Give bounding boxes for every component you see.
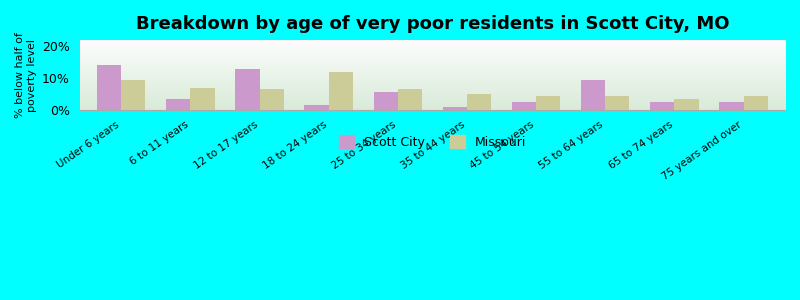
Bar (305, 105, 329, 110)
Y-axis label: % below half of
poverty level: % below half of poverty level (15, 32, 37, 118)
Bar (581, 80, 606, 110)
Bar (719, 102, 743, 110)
Bar (467, 94, 491, 110)
Bar (190, 88, 214, 110)
Title: Breakdown by age of very poor residents in Scott City, MO: Breakdown by age of very poor residents … (136, 15, 729, 33)
Bar (235, 69, 259, 110)
Bar (259, 89, 284, 110)
Bar (97, 65, 122, 110)
Bar (650, 102, 674, 110)
Bar (374, 92, 398, 110)
Bar (398, 89, 422, 110)
Bar (536, 96, 560, 110)
Bar (442, 107, 467, 110)
Bar (674, 99, 698, 110)
Bar (743, 96, 768, 110)
Bar (122, 80, 146, 110)
Legend: Scott City, Missouri: Scott City, Missouri (334, 130, 531, 154)
Bar (329, 72, 353, 110)
Bar (606, 96, 630, 110)
Bar (512, 102, 536, 110)
Bar (166, 99, 190, 110)
